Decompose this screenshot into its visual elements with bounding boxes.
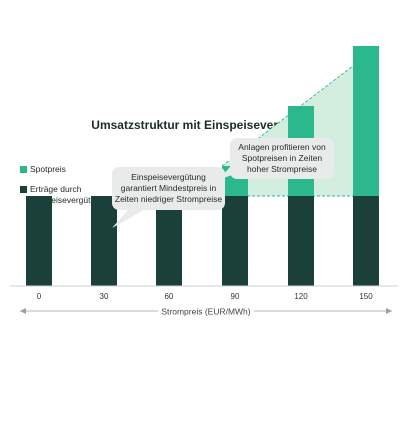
- legend-swatch: [20, 186, 27, 193]
- legend-swatch: [20, 166, 27, 173]
- bars: [26, 46, 379, 286]
- x-axis-label: Strompreis (EUR/MWh): [161, 307, 250, 317]
- callout-text: Einspeisevergütung garantiert Mindestprei…: [115, 172, 223, 204]
- legend-label: Erträge durch Einspeisevergütung: [30, 184, 105, 205]
- callouts: Einspeisevergütung garantiert Mindestprei…: [112, 138, 334, 228]
- x-axis-ticks: 0 30 60 90 120 150: [37, 292, 373, 301]
- chart-title: Umsatzstruktur mit Einspeisevergütung: [91, 118, 318, 132]
- x-tick-label: 120: [294, 292, 308, 301]
- bar-feed-in-60: [156, 196, 182, 286]
- bar-feed-in-120: [288, 196, 314, 286]
- callout-text: Anlagen profitieren von Spotpreisen in Ze…: [238, 142, 326, 174]
- x-tick-label: 0: [37, 292, 42, 301]
- legend-label: Spotpreis: [30, 164, 66, 174]
- bar-feed-in-0: [26, 196, 52, 286]
- x-tick-label: 60: [165, 292, 174, 301]
- bar-feed-in-90: [222, 196, 248, 286]
- x-tick-label: 90: [231, 292, 240, 301]
- bar-feed-in-30: [91, 196, 117, 286]
- callout-2: Anlagen profitieren von Spotpreisen in Ze…: [218, 138, 334, 180]
- x-tick-label: 30: [100, 292, 109, 301]
- x-tick-label: 150: [359, 292, 373, 301]
- callout-1: Einspeisevergütung garantiert Mindestprei…: [112, 167, 225, 228]
- legend: Spotpreis Erträge durch Einspeisevergütung: [20, 164, 105, 205]
- bar-spot-150: [353, 46, 379, 196]
- bar-feed-in-150: [353, 196, 379, 286]
- x-axis-arrow: [20, 304, 392, 318]
